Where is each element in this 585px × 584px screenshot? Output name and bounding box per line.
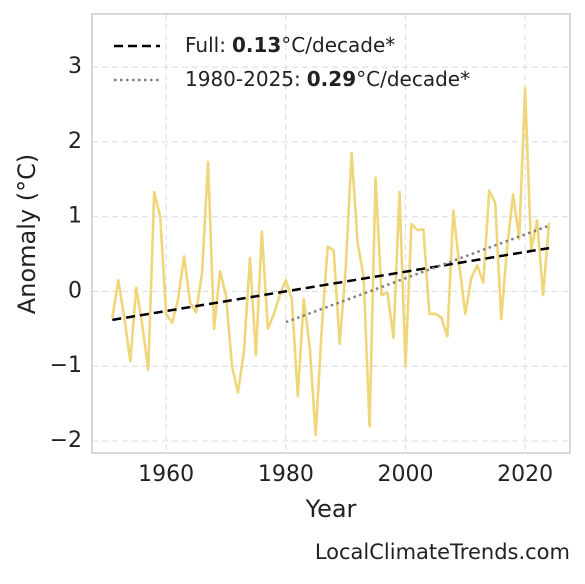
legend-unit: °C/decade* xyxy=(356,67,470,91)
trend-line xyxy=(285,224,550,324)
trend-line xyxy=(112,246,550,322)
y-tick-label: 0 xyxy=(68,278,82,303)
legend-name: Full: xyxy=(185,33,226,57)
x-tick-label: 1980 xyxy=(258,462,314,487)
legend-name: 1980-2025: xyxy=(185,67,301,91)
plot-frame xyxy=(91,13,571,454)
y-tick-label: −2 xyxy=(50,428,82,453)
x-axis-label: Year xyxy=(305,495,357,523)
legend-label: 1980-2025: 0.29°C/decade* xyxy=(185,67,470,91)
x-tick-label: 2020 xyxy=(497,462,553,487)
footer: LocalClimateTrends.com xyxy=(315,540,570,564)
data-line xyxy=(111,86,551,437)
legend-slope: 0.29 xyxy=(307,67,356,91)
y-tick-label: −1 xyxy=(50,353,82,378)
y-tick-label: 3 xyxy=(68,54,82,79)
y-axis-label: Anomaly (°C) xyxy=(13,154,41,314)
legend-label: Full: 0.13°C/decade* xyxy=(185,33,395,57)
legend-unit: °C/decade* xyxy=(281,33,395,57)
x-tick-label: 2000 xyxy=(377,462,433,487)
legend-slope: 0.13 xyxy=(232,33,281,57)
y-tick-label: 2 xyxy=(68,129,82,154)
x-tick-label: 1960 xyxy=(138,462,194,487)
y-tick-label: 1 xyxy=(68,204,82,229)
